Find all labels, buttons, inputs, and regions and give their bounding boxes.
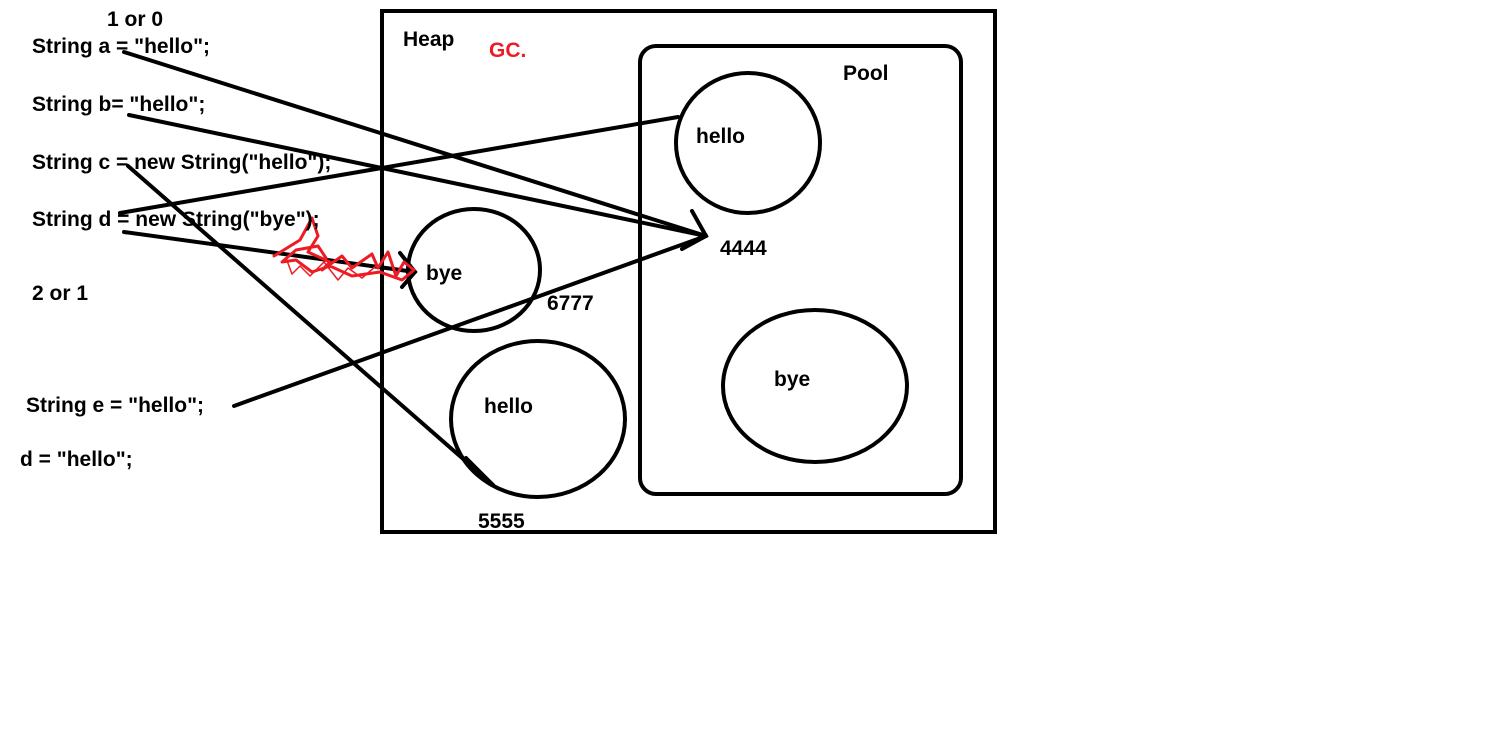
pool-bye-circle (721, 308, 909, 464)
code-line-e: String e = "hello"; (26, 394, 205, 417)
pool-hello-address: 4444 (720, 237, 767, 260)
arrow-d-to-heap-bye (122, 230, 417, 274)
code-line-a: String a = "hello"; (32, 35, 211, 58)
heap-hello-circle (449, 339, 627, 499)
code-line-reassign: d = "hello"; (20, 448, 133, 471)
arrow-e-to-pool-hello (232, 234, 708, 408)
arrow-heap-to-pool-hello (118, 115, 680, 215)
heap-hello-address: 5555 (478, 510, 525, 533)
pool-bye-text: bye (774, 368, 811, 391)
heap-label: Heap (403, 28, 455, 51)
arrow-pool-hello-head (680, 209, 709, 251)
pool-hello-text: hello (696, 125, 746, 148)
pool-box (638, 44, 963, 496)
gc-scribble-thin (285, 257, 377, 281)
arrow-d-head (398, 251, 418, 289)
code-line-b: String b= "hello"; (32, 93, 206, 116)
heap-box (380, 9, 997, 534)
arrow-b-to-pool-hello (127, 113, 708, 238)
pool-hello-circle (674, 71, 822, 215)
heap-bye-address: 6777 (547, 292, 594, 315)
code-line-d: String d = new String("bye"); (32, 208, 320, 231)
heap-bye-text: bye (426, 262, 463, 285)
heap-hello-text: hello (484, 395, 534, 418)
arrow-c-to-heap-hello (126, 164, 495, 487)
gc-scribble (272, 216, 416, 282)
code-line-c: String c = new String("hello"); (32, 151, 332, 174)
gc-note: GC. (489, 39, 527, 62)
top-count-note: 1 or 0 (107, 8, 164, 31)
pool-label: Pool (843, 62, 889, 85)
arrow-a-to-pool-hello (122, 50, 708, 238)
arrow-c-head (464, 456, 495, 487)
mid-count-note: 2 or 1 (32, 282, 89, 305)
